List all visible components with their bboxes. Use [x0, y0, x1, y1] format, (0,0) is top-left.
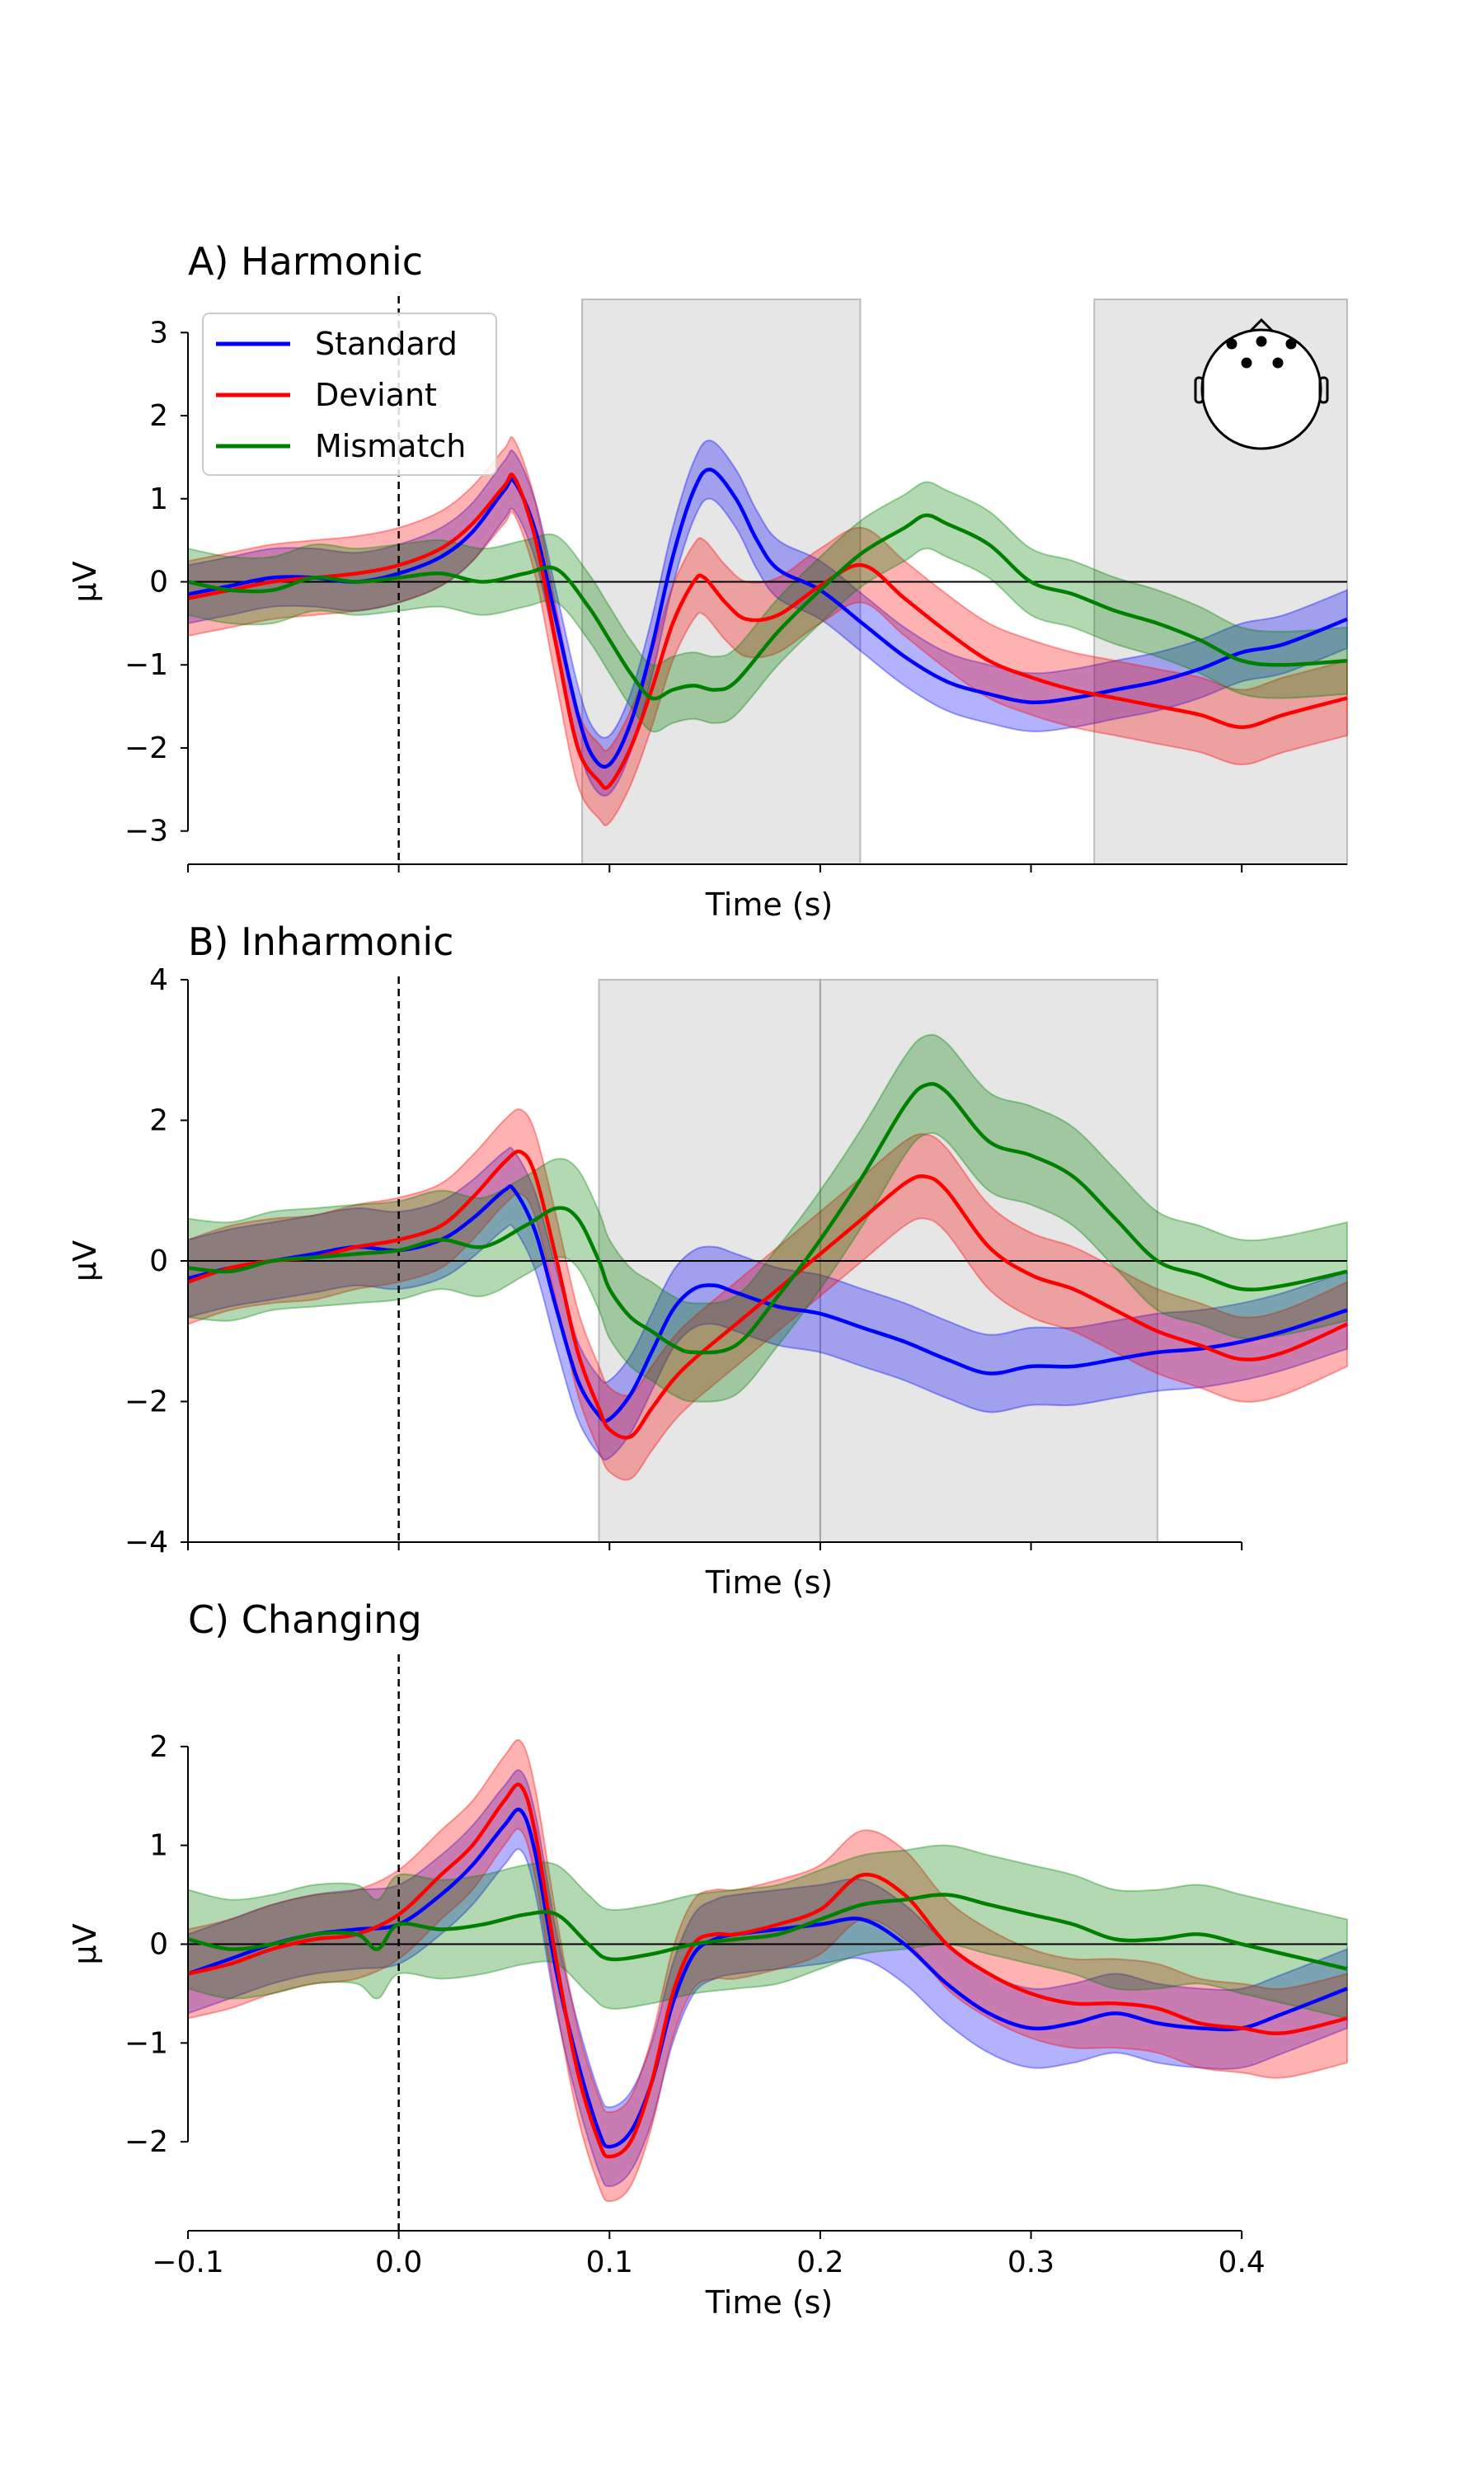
series-line-deviant [187, 1149, 1348, 1440]
x-axis-label: Time (s) [705, 887, 834, 923]
y-axis-label: µV [67, 1923, 103, 1964]
y-axis-label: µV [67, 561, 103, 602]
y-tick-label: −2 [124, 731, 168, 765]
series-band-standard [187, 1769, 1348, 2188]
series-band-deviant [187, 1739, 1348, 2203]
x-tick-label: −0.1 [152, 2246, 223, 2279]
x-tick-label: 0.2 [796, 2246, 843, 2279]
panel-title-inharmonic: B) Inharmonic [188, 920, 453, 964]
x-tick-label: 0.4 [1219, 2246, 1266, 2279]
sensor-dot [1241, 357, 1252, 369]
head-left-ear [1194, 376, 1205, 404]
sensor-dot [1226, 338, 1237, 350]
y-tick-label: −1 [124, 2026, 168, 2060]
panel-title-harmonic: A) Harmonic [188, 239, 423, 284]
sensor-dot [1285, 338, 1297, 350]
x-axis-label: Time (s) [705, 1564, 834, 1601]
y-axis-label: µV [67, 1240, 103, 1282]
panel-changing: −2 −1 0 1 2 −0.1 0.0 0.1 0.2 0.3 0.4 Time (s) µV C) C… [67, 1597, 1348, 2321]
panel-title-changing: C) Changing [188, 1597, 422, 1642]
series-band-mismatch [187, 481, 1348, 733]
series-band-mismatch [187, 1033, 1348, 1403]
x-tick-label: 0.1 [586, 2246, 633, 2279]
y-tick-label: 0 [149, 566, 168, 600]
sensor-dot [1272, 357, 1284, 369]
x-tick-label: 0.0 [375, 2246, 422, 2279]
y-tick-label: 2 [149, 1730, 168, 1764]
y-tick-label: 0 [149, 1244, 168, 1278]
y-tick-label: 0 [149, 1928, 168, 1962]
legend-label-mismatch: Mismatch [315, 428, 466, 464]
y-tick-label: 4 [149, 963, 168, 997]
y-tick-label: 2 [149, 399, 168, 433]
head-right-ear [1318, 376, 1329, 404]
x-axis-label: Time (s) [705, 2284, 834, 2321]
panel-inharmonic: −4 −2 0 2 4 Time (s) µV B) Inharmonic [67, 920, 1348, 1601]
legend-label-standard: Standard [315, 326, 458, 362]
series-line-standard [187, 468, 1348, 769]
x-tick-label: 0.3 [1007, 2246, 1054, 2279]
y-tick-label: 1 [149, 482, 168, 516]
y-tick-label: 2 [149, 1104, 168, 1138]
y-tick-label: −4 [124, 1526, 168, 1559]
head-nose [1248, 317, 1275, 333]
sensor-dot [1256, 336, 1267, 347]
y-tick-label: −2 [124, 2125, 168, 2159]
series-line-deviant [187, 1782, 1348, 2159]
legend-box [202, 313, 497, 476]
y-tick-label: 3 [149, 316, 168, 350]
series-line-mismatch [187, 1893, 1348, 1971]
series-line-mismatch [187, 1082, 1348, 1355]
head-sensor-montage-icon [1194, 317, 1329, 450]
y-tick-label: −3 [124, 815, 168, 849]
legend-label-deviant: Deviant [315, 377, 437, 413]
legend: Standard Deviant Mismatch [202, 313, 497, 476]
y-tick-label: 1 [149, 1829, 168, 1863]
series-line-deviant [187, 473, 1348, 790]
y-tick-label: −2 [124, 1385, 168, 1419]
y-tick-label: −1 [124, 648, 168, 682]
head-outline [1200, 328, 1322, 450]
series-line-mismatch [187, 513, 1348, 701]
